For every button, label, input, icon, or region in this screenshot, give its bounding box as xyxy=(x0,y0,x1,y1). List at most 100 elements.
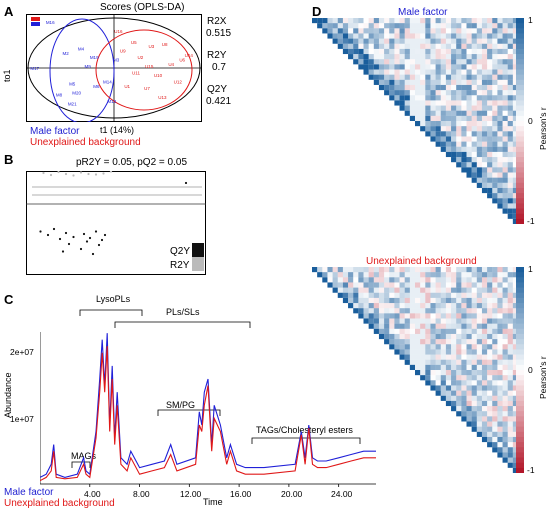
heatmap-cell xyxy=(425,292,431,298)
heatmap-cell xyxy=(451,48,457,55)
heatmap-cell xyxy=(384,23,390,29)
heatmap-cell xyxy=(487,43,493,49)
heatmap-cell xyxy=(502,90,508,96)
heatmap-cell xyxy=(409,18,415,24)
heatmap-cell xyxy=(502,359,508,365)
heatmap-cell xyxy=(425,23,431,29)
score-point-label: M9 xyxy=(84,64,91,69)
heatmap-cell xyxy=(415,282,421,288)
colorbar-segment xyxy=(516,436,524,443)
heatmap-cell xyxy=(487,339,492,344)
heatmap-cell xyxy=(425,364,431,370)
heatmap-cell xyxy=(451,272,457,278)
heatmap-cell xyxy=(425,105,431,111)
heatmap-cell xyxy=(425,375,431,381)
heatmap-cell xyxy=(487,442,493,448)
heatmap-cell xyxy=(471,121,477,127)
panel-a-legend-male: Male factor xyxy=(30,126,80,137)
heatmap-cell xyxy=(415,298,420,303)
heatmap-cell xyxy=(425,74,431,80)
heatmap-cell xyxy=(378,69,385,75)
heatmap-cell xyxy=(420,23,426,29)
heatmap-cell xyxy=(399,38,405,44)
score-point-label: M8 xyxy=(56,93,63,98)
colorbar-bottom xyxy=(516,267,524,473)
heatmap-cell xyxy=(466,287,472,293)
heatmap-cell xyxy=(384,43,390,49)
heatmap-cell xyxy=(451,64,457,70)
heatmap-cell xyxy=(512,462,518,468)
heatmap-cell xyxy=(456,385,462,391)
heatmap-cell xyxy=(348,48,354,55)
heatmap-cell xyxy=(435,323,441,329)
heatmap-cell xyxy=(497,121,503,127)
colorbar-segment xyxy=(516,390,524,397)
heatmap-cell xyxy=(502,84,508,91)
heatmap-cell xyxy=(440,64,446,70)
heatmap-cell xyxy=(420,115,426,121)
heatmap-cell xyxy=(471,105,477,111)
heatmap-cell xyxy=(399,18,405,24)
r2y-point xyxy=(57,171,60,174)
score-point-label: U15 xyxy=(145,64,154,69)
heatmap-cell xyxy=(456,380,462,386)
heatmap-cell xyxy=(497,95,503,101)
heatmap-cell xyxy=(481,436,488,443)
heatmap-cell xyxy=(487,121,492,126)
heatmap-cell xyxy=(348,43,354,49)
heatmap-cell xyxy=(435,375,441,381)
panel-c-xtick-12: 12.00 xyxy=(180,489,202,499)
heatmap-cell xyxy=(384,74,390,80)
heatmap-cell xyxy=(507,208,513,214)
colorbar-segment xyxy=(516,447,524,453)
q2y-point xyxy=(82,232,86,236)
heatmap-cell xyxy=(425,79,431,85)
score-point-label: U9 xyxy=(120,49,126,54)
heatmap-cell xyxy=(451,141,457,147)
heatmap-cell xyxy=(481,146,488,152)
heatmap-cell xyxy=(373,318,379,324)
heatmap-cell xyxy=(384,323,390,329)
colorbar-segment xyxy=(516,167,524,173)
colorbar-segment xyxy=(516,467,524,473)
heatmap-cell xyxy=(440,146,446,152)
heatmap-cell xyxy=(404,359,410,365)
heatmap-cell xyxy=(466,354,472,360)
heatmap-cell xyxy=(436,100,441,105)
heatmap-cell xyxy=(446,380,451,385)
stat-q2y-label: Q2Y xyxy=(207,84,228,95)
heatmap-cell xyxy=(507,38,513,44)
heatmap-cell xyxy=(435,297,441,304)
heatmap-cell xyxy=(420,370,426,376)
heatmap-cell xyxy=(487,69,493,75)
heatmap-cell xyxy=(425,303,431,309)
heatmap-cell xyxy=(456,157,462,163)
heatmap-cell xyxy=(512,370,518,376)
heatmap-cell xyxy=(461,121,466,126)
heatmap-cell xyxy=(461,349,467,355)
heatmap-cell xyxy=(425,121,431,127)
heatmap-cell xyxy=(409,282,415,288)
heatmap-cell xyxy=(430,292,436,298)
heatmap-cell xyxy=(466,79,472,85)
heatmap-cell xyxy=(420,79,426,85)
heatmap-cell xyxy=(384,303,390,309)
heatmap-cell xyxy=(476,64,482,70)
colorbar-segment xyxy=(516,354,524,361)
heatmap-cell xyxy=(384,267,390,273)
heatmap-cell xyxy=(348,277,354,283)
heatmap-cell xyxy=(466,90,472,96)
heatmap-cell xyxy=(425,84,431,91)
heatmap-cell xyxy=(451,33,457,39)
heatmap-cell xyxy=(476,33,482,39)
heatmap-cell xyxy=(378,292,385,298)
r2y-point xyxy=(109,171,113,173)
heatmap-cell xyxy=(497,308,503,314)
heatmap-cell xyxy=(497,416,503,422)
heatmap-cell xyxy=(430,308,436,314)
heatmap-cell xyxy=(430,349,436,355)
heatmap-cell xyxy=(512,177,518,183)
heatmap-cell xyxy=(420,105,426,111)
heatmap-cell xyxy=(508,442,513,447)
heatmap-cell xyxy=(471,172,477,178)
